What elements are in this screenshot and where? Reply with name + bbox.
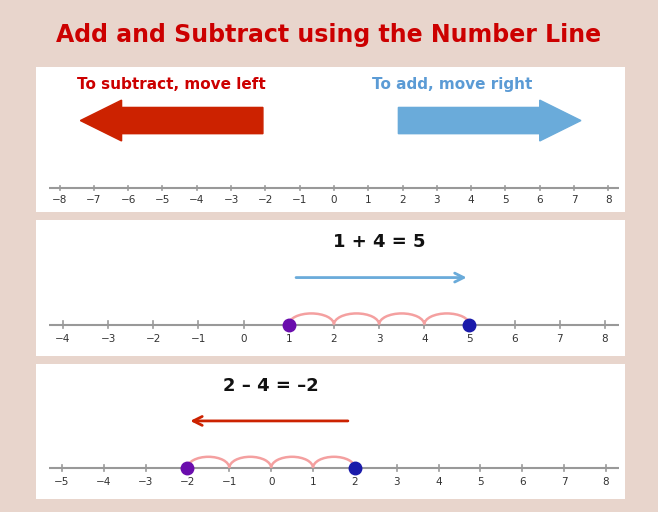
Text: To subtract, move left: To subtract, move left — [78, 77, 266, 92]
Text: 2: 2 — [351, 477, 358, 487]
Text: To add, move right: To add, move right — [372, 77, 532, 92]
Text: −1: −1 — [292, 195, 307, 205]
Text: 7: 7 — [570, 195, 577, 205]
Text: −3: −3 — [138, 477, 153, 487]
Text: 4: 4 — [468, 195, 474, 205]
Text: −7: −7 — [86, 195, 101, 205]
Text: 3: 3 — [393, 477, 400, 487]
Text: 1: 1 — [310, 477, 316, 487]
Text: 6: 6 — [511, 334, 518, 344]
Text: 4: 4 — [421, 334, 428, 344]
Text: −2: −2 — [145, 334, 161, 344]
FancyBboxPatch shape — [18, 216, 643, 360]
Text: −8: −8 — [52, 195, 67, 205]
Text: 1: 1 — [286, 334, 292, 344]
Text: 1 + 4 = 5: 1 + 4 = 5 — [333, 233, 425, 251]
Text: 8: 8 — [601, 334, 608, 344]
Text: −1: −1 — [191, 334, 206, 344]
Text: 5: 5 — [466, 334, 472, 344]
Text: 6: 6 — [519, 477, 526, 487]
Text: −2: −2 — [258, 195, 273, 205]
FancyBboxPatch shape — [18, 62, 643, 217]
Text: 8: 8 — [605, 195, 611, 205]
Text: 6: 6 — [536, 195, 543, 205]
Text: 4: 4 — [435, 477, 442, 487]
Text: 5: 5 — [477, 477, 484, 487]
Text: −3: −3 — [101, 334, 116, 344]
Text: −1: −1 — [222, 477, 237, 487]
Text: 7: 7 — [557, 334, 563, 344]
Polygon shape — [80, 100, 263, 141]
Text: 0: 0 — [268, 477, 274, 487]
Text: 3: 3 — [376, 334, 382, 344]
Text: 8: 8 — [603, 477, 609, 487]
Polygon shape — [398, 100, 581, 141]
Text: −5: −5 — [54, 477, 70, 487]
Text: Add and Subtract using the Number Line: Add and Subtract using the Number Line — [57, 23, 601, 47]
Text: −2: −2 — [180, 477, 195, 487]
Text: 7: 7 — [561, 477, 567, 487]
Text: 2: 2 — [399, 195, 406, 205]
Text: 2 – 4 = –2: 2 – 4 = –2 — [223, 377, 319, 395]
Text: −5: −5 — [155, 195, 170, 205]
Text: 0: 0 — [240, 334, 247, 344]
Text: 1: 1 — [365, 195, 372, 205]
Text: 2: 2 — [330, 334, 338, 344]
Text: 5: 5 — [502, 195, 509, 205]
Text: −4: −4 — [189, 195, 205, 205]
Text: 0: 0 — [331, 195, 337, 205]
Text: −4: −4 — [55, 334, 70, 344]
Text: −4: −4 — [96, 477, 111, 487]
Text: 3: 3 — [434, 195, 440, 205]
Text: −6: −6 — [120, 195, 136, 205]
Text: −3: −3 — [223, 195, 239, 205]
FancyBboxPatch shape — [18, 359, 643, 503]
